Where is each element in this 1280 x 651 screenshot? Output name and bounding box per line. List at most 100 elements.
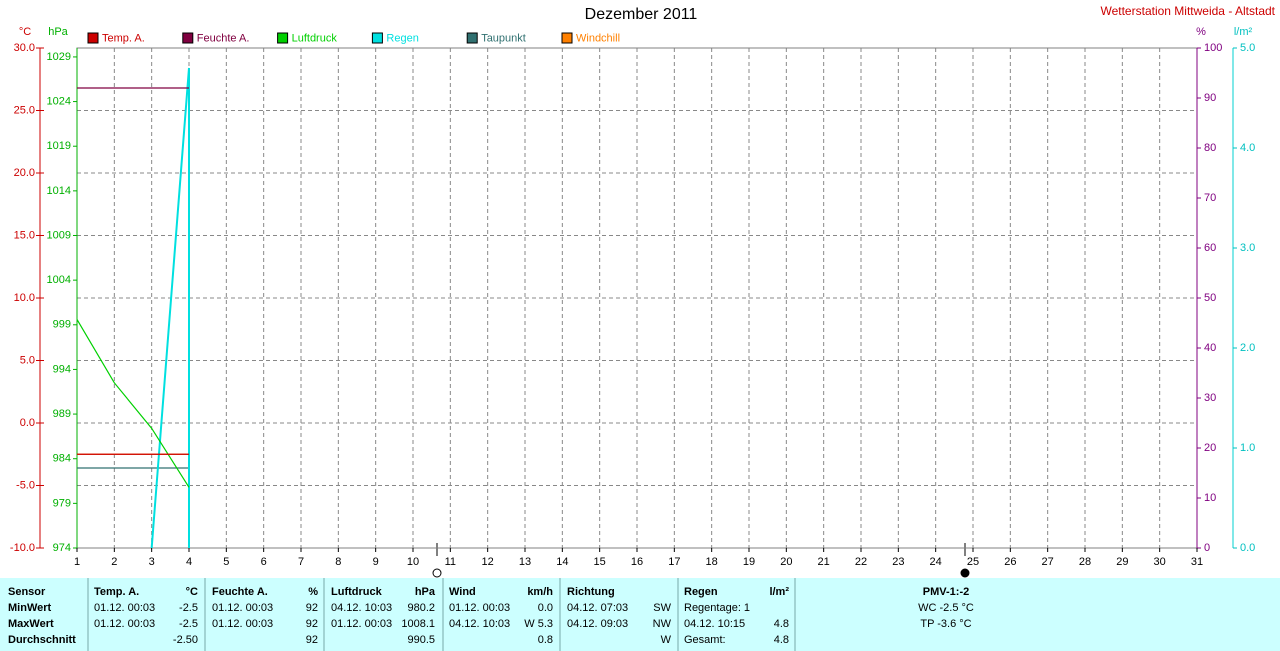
y2-tick-label: 989 (53, 408, 71, 420)
x-tick-label: 27 (1042, 556, 1054, 568)
column-header: Temp. A. (94, 586, 139, 598)
column-header: Regen (684, 586, 718, 598)
y3-tick-label: 50 (1204, 292, 1216, 304)
x-tick-label: 3 (149, 556, 155, 568)
y-axis-unit: °C (19, 26, 31, 38)
legend-swatch (182, 32, 194, 44)
cell-date: 01.12. 00:03 (94, 618, 155, 630)
cell-value: 0.0 (538, 602, 553, 614)
y-tick-label: 5.0 (20, 354, 35, 366)
x-tick-label: 16 (631, 556, 643, 568)
cell-value: 990.5 (407, 634, 435, 646)
x-tick-label: 28 (1079, 556, 1091, 568)
x-tick-label: 6 (261, 556, 267, 568)
y2-tick-label: 974 (53, 542, 71, 554)
y2-tick-label: 1014 (47, 185, 71, 197)
x-tick-label: 25 (967, 556, 979, 568)
column-header: Luftdruck (331, 586, 383, 598)
cell-date: Gesamt: (684, 634, 726, 646)
legend-swatch (87, 32, 99, 44)
y2-tick-label: 979 (53, 497, 71, 509)
cell-date: 04.12. 09:03 (567, 618, 628, 630)
cell-value: 92 (306, 634, 318, 646)
legend-label: Temp. A. (102, 32, 145, 44)
series-line (76, 319, 190, 488)
x-tick-label: 17 (668, 556, 680, 568)
x-tick-label: 11 (445, 556, 456, 568)
legend-swatch (277, 32, 289, 44)
y3-tick-label: 70 (1204, 192, 1216, 204)
x-tick-label: 1 (74, 556, 80, 568)
cell-date: Regentage: 1 (684, 602, 750, 614)
y-tick-label: -10.0 (10, 542, 35, 554)
pmv-title: PMV-1:-2 (923, 586, 969, 598)
column-header: Richtung (567, 586, 615, 598)
x-tick-label: 31 (1191, 556, 1203, 568)
cell-value: W (661, 634, 672, 646)
y2-tick-label: 1019 (47, 140, 71, 152)
y3-tick-label: 90 (1204, 92, 1216, 104)
cell-value: 980.2 (407, 602, 435, 614)
x-tick-label: 12 (482, 556, 494, 568)
moon-full (960, 568, 970, 578)
summary-table: Sensor MinWert MaxWert Durchschnitt Temp. A.… (0, 578, 1280, 651)
y3-tick-label: 30 (1204, 392, 1216, 404)
station-name: Wetterstation Mittweida - Altstadt (1100, 4, 1275, 18)
cell-value: -2.5 (179, 618, 198, 630)
y-tick-label: 15.0 (14, 229, 35, 241)
cell-value: SW (653, 602, 671, 614)
x-tick-label: 23 (892, 556, 904, 568)
y3-tick-label: 10 (1204, 492, 1216, 504)
y4-tick-label: 5.0 (1240, 42, 1255, 54)
x-tick-label: 26 (1004, 556, 1016, 568)
cell-value: -2.50 (173, 634, 198, 646)
cell-date: 04.12. 10:15 (684, 618, 745, 630)
cell-date: 01.12. 00:03 (212, 602, 273, 614)
y4-tick-label: 0.0 (1240, 542, 1255, 554)
column-unit: % (308, 586, 318, 598)
y2-tick-label: 1024 (47, 95, 71, 107)
y4-tick-label: 4.0 (1240, 142, 1255, 154)
cell-value: 92 (306, 602, 318, 614)
legend-label: Regen (386, 32, 418, 44)
x-tick-label: 21 (818, 556, 830, 568)
y4-tick-label: 3.0 (1240, 242, 1255, 254)
y3-tick-label: 0 (1204, 542, 1210, 554)
series-line (150, 67, 190, 549)
moon-new (432, 568, 442, 578)
column-header: Feuchte A. (212, 586, 268, 598)
cell-value: 0.8 (538, 634, 553, 646)
y2-tick-label: 994 (53, 363, 71, 375)
y2-axis-unit: hPa (48, 26, 68, 38)
column-unit: km/h (527, 586, 553, 598)
x-tick-label: 5 (223, 556, 229, 568)
cell-date: 01.12. 00:03 (331, 618, 392, 630)
y3-axis-unit: % (1196, 26, 1206, 38)
y3-tick-label: 100 (1204, 42, 1222, 54)
row-label: Sensor (8, 586, 46, 598)
x-tick-label: 20 (780, 556, 792, 568)
y2-tick-label: 1029 (47, 51, 71, 63)
x-tick-label: 15 (594, 556, 606, 568)
cell-value: NW (653, 618, 672, 630)
cell-date: 04.12. 10:03 (331, 602, 392, 614)
x-tick-label: 22 (855, 556, 867, 568)
column-unit: °C (186, 586, 198, 598)
x-tick-label: 2 (111, 556, 117, 568)
cell-value: W 5.3 (524, 618, 553, 630)
x-tick-label: 30 (1154, 556, 1166, 568)
y4-tick-label: 2.0 (1240, 342, 1255, 354)
legend-label: Luftdruck (292, 32, 338, 44)
cell-value: 4.8 (774, 618, 789, 630)
legend-label: Windchill (576, 32, 620, 44)
cell-value: 92 (306, 618, 318, 630)
cell-date: 01.12. 00:03 (449, 602, 510, 614)
y-tick-label: -5.0 (16, 479, 35, 491)
x-tick-label: 19 (743, 556, 755, 568)
x-tick-label: 14 (556, 556, 568, 568)
y3-tick-label: 60 (1204, 242, 1216, 254)
y-tick-label: 0.0 (20, 417, 35, 429)
cell-value: 1008.1 (401, 618, 435, 630)
